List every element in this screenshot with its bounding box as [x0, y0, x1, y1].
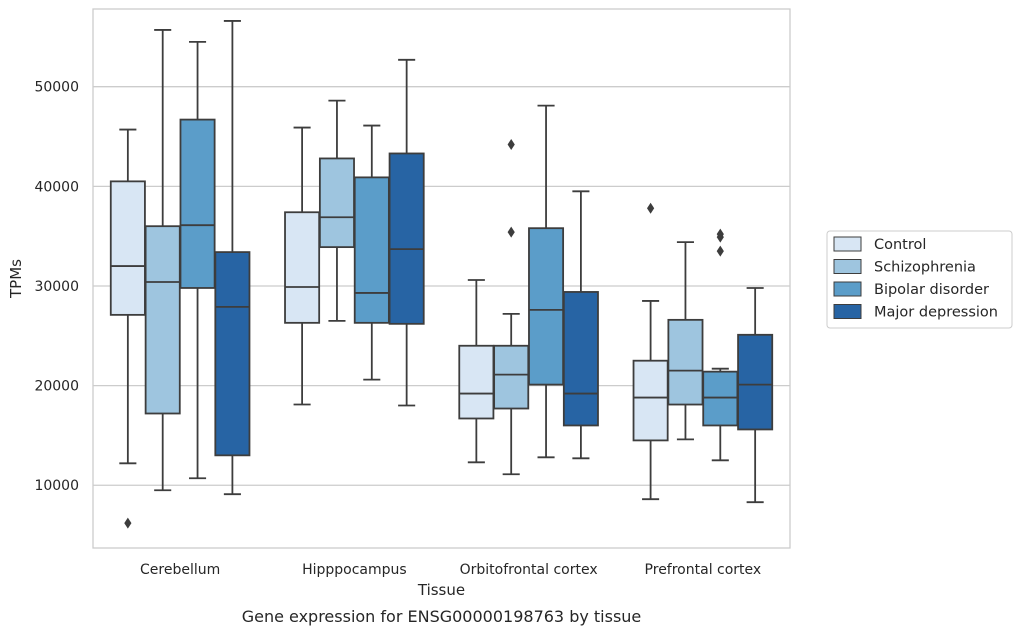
box-body — [562, 291, 599, 427]
outlier-point — [716, 228, 724, 240]
legend-swatch — [833, 304, 862, 319]
x-tick-label: Cerebellum — [140, 562, 220, 578]
box — [144, 29, 181, 492]
box — [562, 190, 599, 460]
box — [702, 228, 739, 462]
y-tick-label: 20000 — [34, 379, 79, 395]
box — [179, 40, 216, 480]
box-body — [528, 227, 565, 386]
legend-swatch — [833, 281, 862, 297]
outlier-point — [124, 517, 132, 529]
box-body — [667, 318, 704, 406]
box-body — [702, 370, 739, 427]
y-tick-label: 10000 — [34, 478, 79, 494]
legend-swatch — [833, 259, 862, 274]
box — [667, 241, 704, 441]
box-body — [144, 225, 181, 415]
outlier-point — [716, 245, 724, 257]
y-tick-label: 40000 — [34, 179, 79, 195]
box-body — [179, 118, 216, 289]
box — [109, 128, 146, 529]
box — [284, 126, 321, 406]
plot-frame — [92, 8, 791, 549]
outlier-point — [507, 226, 515, 238]
series-control — [109, 126, 669, 529]
box — [214, 20, 251, 496]
legend-label: Schizophrenia — [874, 260, 976, 276]
box-body — [632, 359, 669, 442]
legend-swatch — [833, 236, 862, 252]
x-axis-label: Tissue — [417, 581, 465, 599]
box-body — [737, 333, 774, 431]
y-tick-labels: 10000 20000 30000 40000 50000 — [34, 80, 79, 495]
outlier-point — [507, 138, 515, 150]
y-axis-label: TPMs — [7, 259, 25, 299]
x-tick-label: Hipppocampus — [302, 562, 407, 578]
legend-frame — [826, 230, 1013, 329]
box-series — [109, 20, 774, 529]
box-body — [109, 180, 146, 316]
box-body — [353, 176, 390, 324]
legend-entry: Bipolar disorder — [833, 281, 989, 298]
legend-label: Bipolar disorder — [874, 282, 989, 298]
x-tick-label: Prefrontal cortex — [645, 562, 762, 578]
legend-entry: Schizophrenia — [833, 259, 976, 276]
box — [353, 124, 390, 381]
box — [493, 138, 530, 476]
series-schizophrenia — [144, 29, 704, 492]
box-body — [284, 211, 321, 324]
outlier-point — [647, 202, 655, 214]
box — [632, 202, 669, 501]
legend-label: Major depression — [874, 305, 998, 321]
box-body — [318, 157, 355, 249]
legend-label: Control — [874, 237, 926, 253]
legend: Control Schizophrenia Bipolar disorder Majo… — [826, 230, 1013, 329]
y-tick-label: 30000 — [34, 279, 79, 295]
chart-caption: Gene expression for ENSG00000198763 by t… — [242, 607, 642, 626]
series-major-depression — [214, 20, 774, 504]
box — [388, 58, 425, 407]
box-body — [214, 251, 251, 457]
legend-entry: Major depression — [833, 304, 998, 321]
box-body — [458, 344, 495, 420]
x-tick-labels: Cerebellum Hipppocampus Orbitofrontal cort… — [140, 562, 761, 578]
box-body — [388, 152, 425, 325]
box — [458, 279, 495, 464]
series-bipolar-disorder — [179, 40, 739, 480]
x-tick-label: Orbitofrontal cortex — [460, 562, 598, 578]
y-tick-label: 50000 — [34, 80, 79, 96]
legend-entry: Control — [833, 236, 926, 253]
box — [737, 287, 774, 504]
box-body — [493, 344, 530, 410]
